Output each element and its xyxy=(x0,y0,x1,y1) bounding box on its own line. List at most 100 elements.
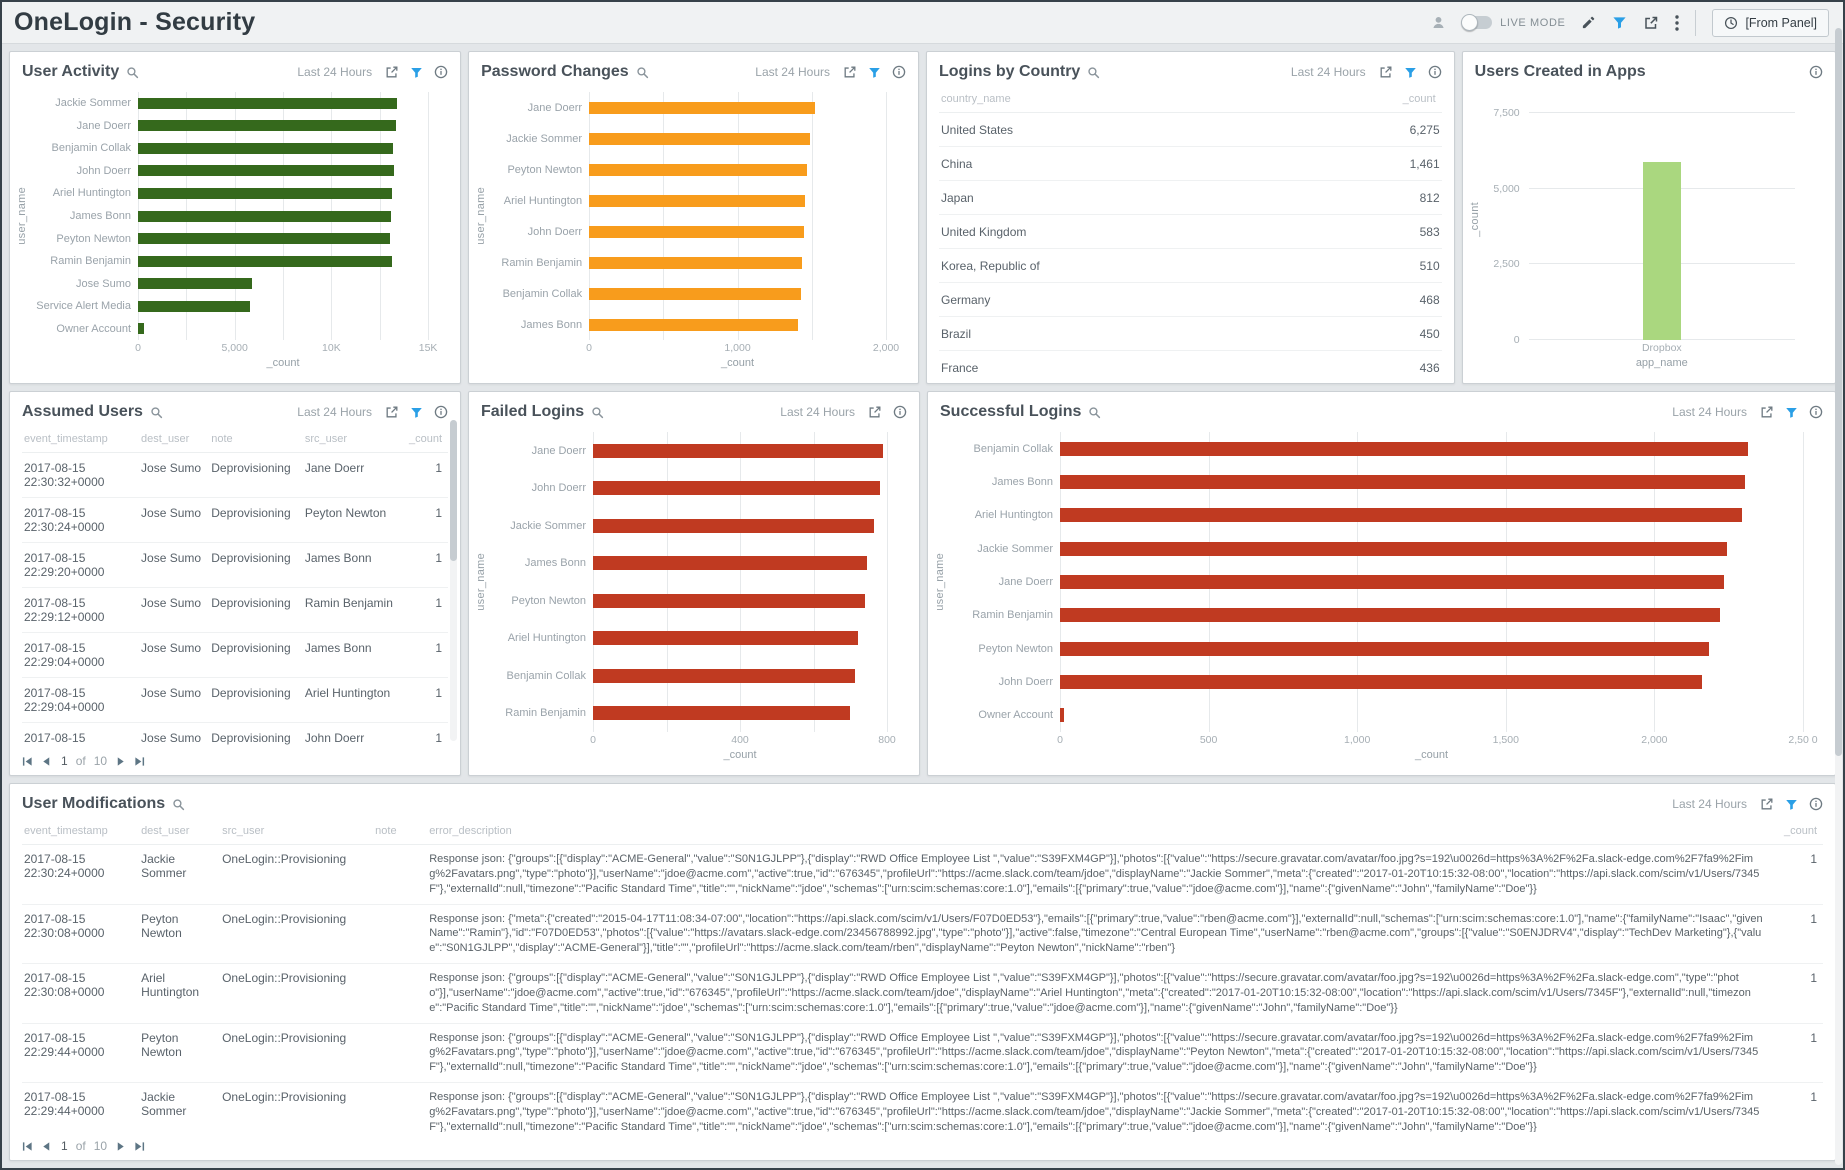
bar[interactable] xyxy=(138,300,251,312)
info-icon[interactable] xyxy=(434,405,448,419)
next-page-icon[interactable] xyxy=(115,1141,126,1152)
filter-icon[interactable] xyxy=(1404,66,1417,79)
filter-icon[interactable] xyxy=(1785,798,1798,811)
magnifier-icon[interactable] xyxy=(150,406,163,419)
column-header-country_name[interactable]: country_name xyxy=(939,86,1191,113)
magnifier-icon[interactable] xyxy=(1087,66,1100,79)
filter-icon[interactable] xyxy=(1785,406,1798,419)
info-icon[interactable] xyxy=(893,405,907,419)
bar[interactable] xyxy=(593,518,875,533)
column-header-src_user[interactable]: src_user xyxy=(220,818,374,845)
scrollbar-thumb[interactable] xyxy=(450,420,457,562)
table-row[interactable]: Japan 812 xyxy=(939,180,1442,215)
bar[interactable] xyxy=(138,120,397,132)
column-header-src_user[interactable]: src_user xyxy=(302,426,406,453)
bar[interactable] xyxy=(138,165,395,177)
bar[interactable] xyxy=(138,97,398,109)
bar[interactable] xyxy=(589,287,801,300)
open-in-new-icon[interactable] xyxy=(868,405,882,419)
table-row[interactable]: 2017-08-15 Jose Sumo Deprovisioning John Do… xyxy=(22,722,448,747)
open-in-new-icon[interactable] xyxy=(385,405,399,419)
column-header-dest_user[interactable]: dest_user xyxy=(139,818,221,845)
bar[interactable] xyxy=(1060,674,1702,689)
bar[interactable] xyxy=(593,593,865,608)
info-icon[interactable] xyxy=(1809,405,1823,419)
bar[interactable] xyxy=(589,256,803,269)
bar[interactable] xyxy=(589,101,815,114)
live-mode-toggle[interactable] xyxy=(1461,13,1493,31)
table-row[interactable]: United Kingdom 583 xyxy=(939,214,1442,249)
last-page-icon[interactable] xyxy=(134,1141,145,1152)
filter-icon[interactable] xyxy=(410,66,423,79)
open-in-new-icon[interactable] xyxy=(1760,405,1774,419)
open-in-new-icon[interactable] xyxy=(843,65,857,79)
column-header-note[interactable]: note xyxy=(209,426,303,453)
info-icon[interactable] xyxy=(1809,65,1823,79)
first-page-icon[interactable] xyxy=(22,1141,33,1152)
bar[interactable] xyxy=(138,323,144,335)
bar[interactable] xyxy=(138,187,393,199)
info-icon[interactable] xyxy=(1428,65,1442,79)
info-icon[interactable] xyxy=(892,65,906,79)
table-row[interactable]: 2017-08-15 22:30:08+0000 Ariel Huntington… xyxy=(22,963,1823,1024)
table-row[interactable]: Germany 468 xyxy=(939,282,1442,317)
table-row[interactable]: France 436 xyxy=(939,350,1442,383)
column-header-event_timestamp[interactable]: event_timestamp xyxy=(22,426,140,453)
bar[interactable] xyxy=(589,194,806,207)
bar[interactable] xyxy=(593,706,851,721)
bar[interactable] xyxy=(1060,708,1065,723)
bar[interactable] xyxy=(138,278,253,290)
table-row[interactable]: 2017-08-15 22:30:24+0000 Jackie Sommer One… xyxy=(22,844,1823,905)
bar[interactable] xyxy=(1060,508,1743,523)
filter-icon[interactable] xyxy=(410,406,423,419)
table-row[interactable]: 2017-08-15 22:30:32+0000 Jose Sumo Deprovi… xyxy=(22,452,448,498)
bar[interactable] xyxy=(593,443,884,458)
kebab-menu-icon[interactable] xyxy=(1675,14,1680,31)
bar[interactable] xyxy=(589,163,808,176)
bar[interactable] xyxy=(1642,161,1681,340)
bar[interactable] xyxy=(593,631,858,646)
table-row[interactable]: Korea, Republic of 510 xyxy=(939,248,1442,283)
magnifier-icon[interactable] xyxy=(172,798,185,811)
bar[interactable] xyxy=(1060,474,1746,489)
filter-icon[interactable] xyxy=(868,66,881,79)
table-row[interactable]: 2017-08-15 22:29:12+0000 Jose Sumo Deprovi… xyxy=(22,587,448,633)
bar[interactable] xyxy=(589,132,811,145)
table-row[interactable]: China 1,461 xyxy=(939,146,1442,181)
info-icon[interactable] xyxy=(1809,797,1823,811)
table-row[interactable]: 2017-08-15 22:29:44+0000 Peyton Newton One… xyxy=(22,1023,1823,1084)
open-in-new-icon[interactable] xyxy=(385,65,399,79)
bar[interactable] xyxy=(138,233,391,245)
user-icon[interactable] xyxy=(1431,15,1446,30)
column-header-_count[interactable]: _count xyxy=(1190,86,1442,113)
table-row[interactable]: 2017-08-15 22:29:04+0000 Jose Sumo Deprovi… xyxy=(22,632,448,678)
next-page-icon[interactable] xyxy=(115,756,126,767)
column-header-_count[interactable]: _count xyxy=(1768,818,1823,845)
column-header-note[interactable]: note xyxy=(373,818,428,845)
bar[interactable] xyxy=(589,318,799,331)
column-header-dest_user[interactable]: dest_user xyxy=(139,426,210,453)
magnifier-icon[interactable] xyxy=(1088,406,1101,419)
table-row[interactable]: 2017-08-15 22:29:04+0000 Jose Sumo Deprovi… xyxy=(22,677,448,723)
bar[interactable] xyxy=(138,255,393,267)
table-row[interactable]: United States 6,275 xyxy=(939,112,1442,147)
magnifier-icon[interactable] xyxy=(636,66,649,79)
table-row[interactable]: 2017-08-15 22:29:44+0000 Jackie Sommer One… xyxy=(22,1082,1823,1132)
table-row[interactable]: 2017-08-15 22:29:20+0000 Jose Sumo Deprovi… xyxy=(22,542,448,588)
column-header-error_description[interactable]: error_description xyxy=(427,818,1769,845)
bar[interactable] xyxy=(1060,608,1720,623)
bar[interactable] xyxy=(138,142,394,154)
magnifier-icon[interactable] xyxy=(126,66,139,79)
prev-page-icon[interactable] xyxy=(41,756,52,767)
bar[interactable] xyxy=(593,481,880,496)
bar[interactable] xyxy=(1060,441,1748,456)
bar[interactable] xyxy=(1060,541,1728,556)
bar[interactable] xyxy=(138,210,392,222)
from-panel-button[interactable]: [From Panel] xyxy=(1712,8,1829,37)
table-row[interactable]: Brazil 450 xyxy=(939,316,1442,351)
scrollbar[interactable] xyxy=(450,420,457,741)
open-in-new-icon[interactable] xyxy=(1379,65,1393,79)
bar[interactable] xyxy=(1060,641,1710,656)
info-icon[interactable] xyxy=(434,65,448,79)
first-page-icon[interactable] xyxy=(22,756,33,767)
